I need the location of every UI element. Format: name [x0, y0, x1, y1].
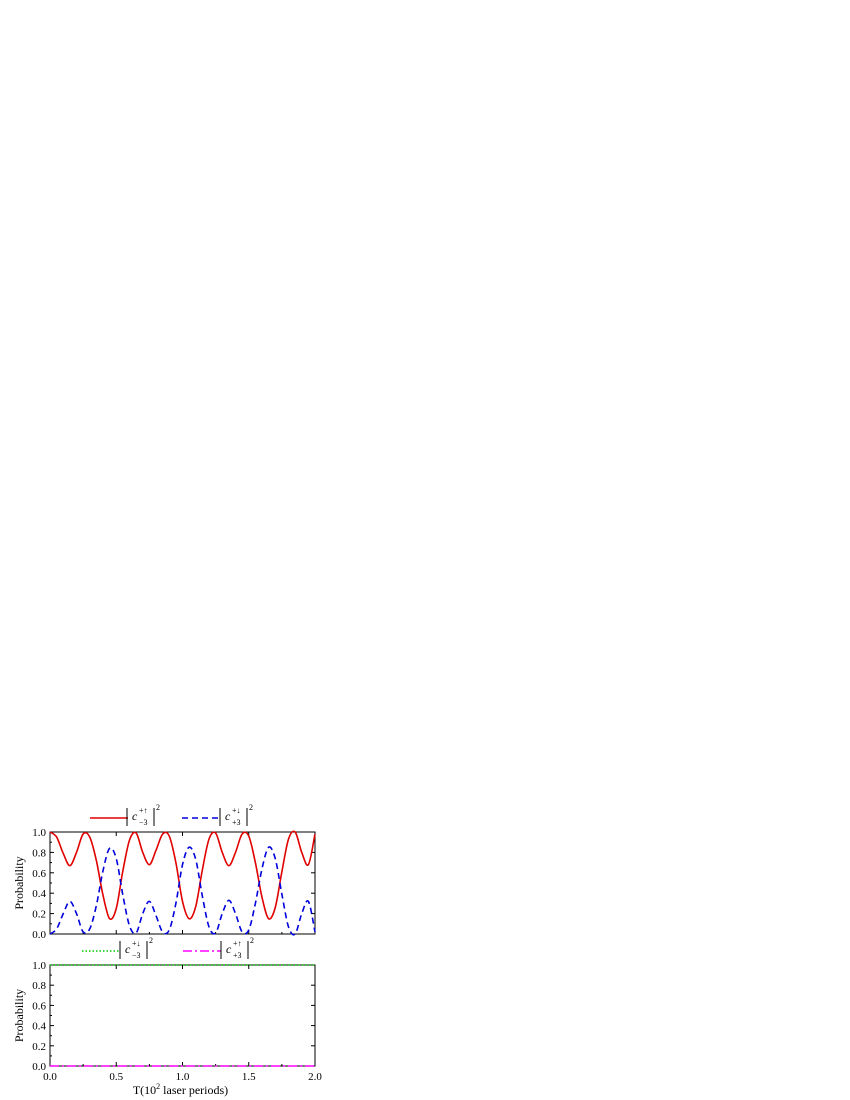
x-tick-label: 0.5 — [109, 1071, 123, 1083]
y-tick-label: 0.4 — [32, 888, 46, 900]
legend-power: 2 — [149, 936, 153, 945]
y-tick-label: 0.2 — [32, 1041, 46, 1053]
y-tick-label: 0.0 — [32, 1061, 46, 1073]
legend-subscript: +3 — [232, 818, 241, 827]
x-tick-label: 0.0 — [43, 1071, 57, 1083]
y-tick-label: 1.0 — [32, 960, 46, 972]
bottom-panel: 0.0 0.2 0.4 0.6 0.8 1.0 0.0 0.5 1.0 1.5 2.0 Probabi… — [12, 936, 322, 1097]
legend-item-1: c +↑ −3 2 — [90, 803, 160, 827]
legend-power: 2 — [249, 803, 253, 812]
legend-subscript: +3 — [233, 951, 242, 960]
y-tick-label: 0.4 — [32, 1021, 46, 1033]
y-tick-label: 0.8 — [32, 847, 46, 859]
y-tick-label: 1.0 — [32, 827, 46, 839]
legend-item-2: c +↑ +3 2 — [183, 936, 254, 960]
y-tick-label: 0.2 — [32, 909, 46, 921]
legend-superscript: +↑ — [233, 939, 242, 948]
y-tick-label: 0.6 — [32, 868, 46, 880]
legend-item-2: c +↓ +3 2 — [182, 803, 253, 827]
legend-power: 2 — [250, 936, 254, 945]
x-tick-label: 1.0 — [176, 1071, 190, 1083]
legend-symbol: c — [132, 809, 138, 823]
plot-frame — [49, 831, 316, 935]
series-line-2 — [49, 846, 316, 936]
legend-symbol: c — [226, 942, 232, 956]
legend-subscript: −3 — [139, 818, 148, 827]
legend-superscript: +↑ — [139, 806, 148, 815]
legend-subscript: −3 — [132, 951, 141, 960]
legend-superscript: +↓ — [132, 939, 141, 948]
legend-power: 2 — [156, 803, 160, 812]
y-axis-title: Probability — [12, 989, 26, 1042]
y-tick-label: 0.0 — [32, 929, 46, 941]
legend-symbol: c — [125, 942, 131, 956]
x-axis-title: T(102 laser periods) — [133, 1082, 228, 1097]
y-tick-label: 0.6 — [32, 1000, 46, 1012]
x-tick-label: 2.0 — [308, 1071, 322, 1083]
plot-frame — [49, 964, 316, 1067]
series-line-1 — [49, 830, 316, 921]
y-axis-title: Probability — [12, 856, 26, 909]
x-tick-label: 1.5 — [242, 1071, 256, 1083]
legend-symbol: c — [225, 809, 231, 823]
legend-superscript: +↓ — [232, 806, 241, 815]
y-tick-label: 0.8 — [32, 980, 46, 992]
legend-item-1: c +↓ −3 2 — [82, 936, 153, 960]
